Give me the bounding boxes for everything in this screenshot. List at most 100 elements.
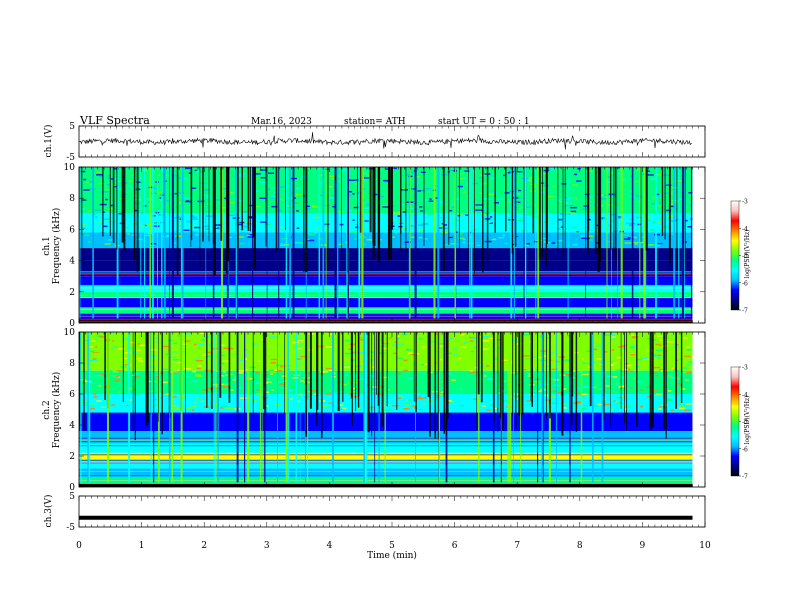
spectral-speckle — [439, 390, 442, 393]
spectral-speckle — [286, 197, 292, 199]
spectral-speckle — [259, 197, 267, 199]
y-tick-label: 4 — [69, 257, 75, 267]
spectral-speckle — [462, 177, 467, 180]
spectral-speckle — [216, 199, 220, 201]
spectral-speckle — [467, 381, 471, 383]
spectral-speckle — [654, 401, 657, 403]
spectral-speckle — [676, 377, 680, 380]
spectral-speckle — [598, 403, 605, 406]
spectral-speckle — [114, 177, 119, 180]
spectral-speckle — [96, 174, 103, 176]
spectral-speckle — [296, 210, 299, 212]
spectral-speckle — [632, 345, 637, 348]
spectral-speckle — [136, 238, 143, 241]
spectral-speckle — [678, 407, 686, 410]
spectral-speckle — [481, 214, 488, 216]
spectral-speckle — [571, 370, 578, 372]
spectral-band — [79, 307, 693, 314]
spectral-speckle — [86, 181, 90, 183]
spectral-speckle — [333, 368, 337, 371]
spectral-speckle — [325, 168, 330, 171]
spectral-speckle — [328, 197, 335, 199]
colorbar-tick-label: -7 — [742, 308, 748, 315]
spectral-speckle — [516, 332, 520, 335]
spectral-speckle — [281, 377, 284, 379]
spectral-speckle — [83, 178, 87, 181]
spectral-speckle — [256, 178, 260, 180]
spectral-speckle — [560, 226, 564, 228]
spectral-speckle — [290, 239, 294, 241]
spectral-speckle — [528, 238, 534, 241]
spectral-speckle — [621, 385, 625, 388]
spectral-speckle — [94, 374, 102, 377]
spectral-speckle — [440, 217, 445, 219]
spectral-speckle — [487, 378, 495, 380]
spectral-speckle — [459, 404, 465, 407]
spectral-speckle — [677, 383, 682, 385]
spectral-speckle — [348, 209, 352, 212]
spectral-speckle — [479, 192, 483, 194]
spectral-speckle — [684, 409, 691, 411]
spectral-speckle — [134, 209, 139, 212]
spectral-speckle — [283, 380, 288, 382]
spectral-speckle — [593, 404, 597, 407]
spectral-speckle — [184, 340, 191, 342]
spectral-speckle — [313, 232, 318, 234]
spectral-speckle — [563, 167, 566, 170]
spectral-speckle — [385, 409, 392, 411]
spectral-speckle — [199, 200, 204, 202]
spectral-speckle — [92, 354, 97, 356]
spectral-speckle — [247, 236, 255, 238]
spectral-speckle — [437, 225, 445, 228]
spectral-speckle — [269, 369, 274, 371]
spectral-speckle — [460, 229, 467, 231]
spectral-speckle — [624, 408, 627, 410]
spectral-speckle — [665, 184, 672, 186]
spectral-speckle — [374, 230, 380, 232]
spectral-speckle — [679, 198, 685, 200]
spectral-speckle — [208, 344, 212, 346]
spectral-speckle — [221, 375, 225, 377]
spectral-speckle — [656, 221, 662, 223]
spectral-speckle — [516, 193, 520, 195]
spectral-speckle — [489, 216, 493, 218]
spectral-speckle — [654, 394, 660, 396]
spectral-speckle — [154, 337, 160, 340]
spectral-speckle — [636, 358, 642, 361]
spectral-speckle — [490, 368, 495, 371]
spectral-speckle — [607, 349, 612, 351]
spectral-speckle — [99, 390, 105, 393]
spectral-speckle — [553, 390, 557, 393]
time-tick-label: 0 — [76, 541, 82, 551]
spectral-speckle — [124, 357, 127, 360]
spectral-speckle — [280, 179, 286, 182]
spectral-speckle — [88, 222, 92, 224]
spectral-speckle — [276, 364, 283, 366]
spectral-speckle — [88, 346, 93, 348]
spectral-speckle — [123, 176, 130, 179]
spectral-speckle — [429, 198, 432, 200]
y-tick-label: 4 — [69, 421, 75, 431]
ch1-colorbar: -3 -4 -5 -6 -7 — [730, 199, 748, 315]
spectral-speckle — [456, 219, 460, 222]
spectral-speckle — [171, 408, 179, 410]
ch1-frequency-axis-label: Frequency (kHz) — [51, 208, 62, 285]
spectral-speckle — [311, 390, 316, 392]
spectral-speckle — [549, 189, 556, 192]
spectral-speckle — [683, 383, 690, 386]
spectral-speckle — [429, 174, 434, 177]
spectral-speckle — [260, 177, 266, 179]
spectral-speckle — [410, 231, 413, 233]
spectral-speckle — [417, 190, 424, 192]
spectral-speckle — [192, 409, 195, 411]
spectral-speckle — [475, 204, 483, 206]
spectral-speckle — [81, 227, 86, 230]
spectral-speckle — [256, 398, 262, 400]
spectral-speckle — [403, 381, 408, 384]
spectral-speckle — [111, 178, 114, 180]
spectral-speckle — [412, 405, 416, 407]
spectral-speckle — [685, 364, 692, 367]
spectral-speckle — [286, 389, 293, 392]
spectral-speckle — [649, 356, 654, 358]
spectral-speckle — [94, 336, 100, 339]
